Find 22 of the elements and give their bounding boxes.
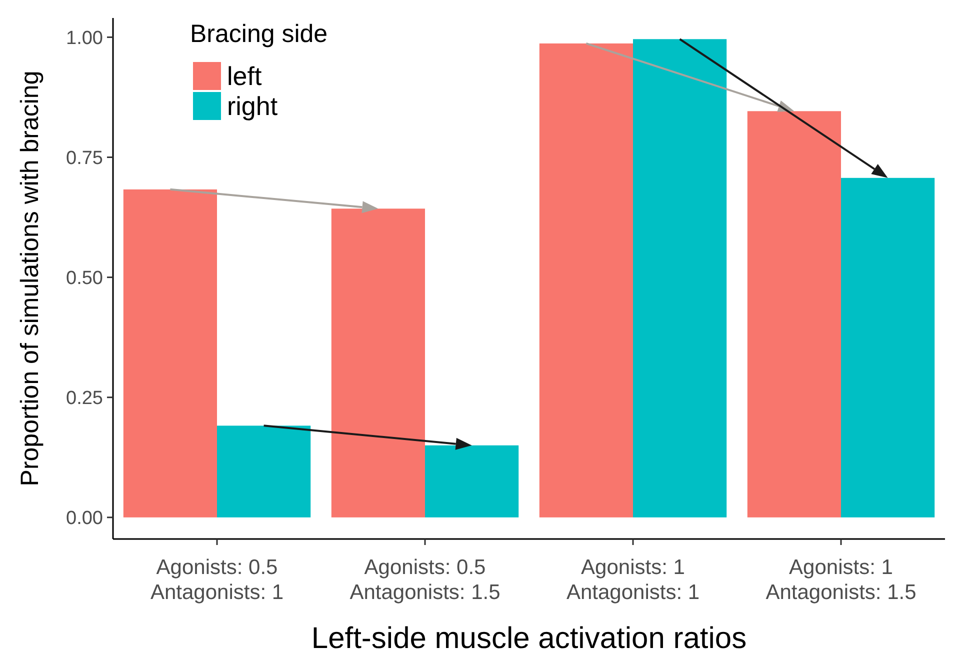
x-tick-label: Agonists: 1 Antagonists: 1.5 (766, 556, 916, 604)
legend-label: right (227, 91, 278, 121)
bar (425, 445, 519, 518)
legend-label: left (227, 61, 262, 91)
legend-title: Bracing side (190, 20, 328, 48)
x-tick-label: Agonists: 1 Antagonists: 1 (566, 556, 700, 604)
y-tick-label: 0.50 (66, 268, 103, 289)
y-tick-label: 0.25 (66, 388, 103, 409)
x-tick-label: Agonists: 0.5 Antagonists: 1.5 (350, 556, 500, 604)
bar (747, 111, 841, 518)
y-tick-label: 1.00 (66, 28, 103, 49)
y-tick-label: 0.75 (66, 148, 103, 169)
bar (217, 426, 311, 518)
y-axis-title: Proportion of simulations with bracing (16, 70, 44, 486)
bar (331, 208, 425, 518)
x-axis-title: Left-side muscle activation ratios (311, 622, 747, 655)
bar (539, 43, 633, 518)
x-tick-label: Agonists: 0.5 Antagonists: 1 (150, 556, 284, 604)
bar (841, 178, 935, 518)
bar (633, 39, 727, 518)
bar (123, 189, 217, 518)
y-tick-label: 0.00 (66, 508, 103, 530)
